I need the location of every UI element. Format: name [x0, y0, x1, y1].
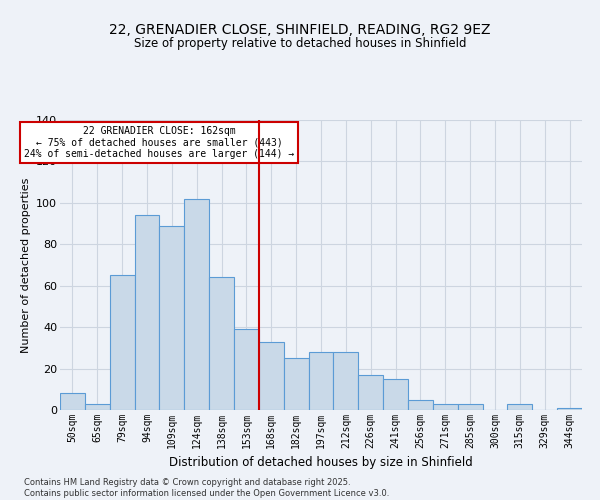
Bar	[110, 276, 134, 410]
Bar	[209, 278, 234, 410]
X-axis label: Distribution of detached houses by size in Shinfield: Distribution of detached houses by size …	[169, 456, 473, 469]
Bar	[134, 216, 160, 410]
Bar	[85, 404, 110, 410]
Y-axis label: Number of detached properties: Number of detached properties	[20, 178, 31, 352]
Text: 22, GRENADIER CLOSE, SHINFIELD, READING, RG2 9EZ: 22, GRENADIER CLOSE, SHINFIELD, READING,…	[109, 22, 491, 36]
Bar	[184, 198, 209, 410]
Bar	[408, 400, 433, 410]
Bar	[160, 226, 184, 410]
Bar	[458, 404, 482, 410]
Bar	[259, 342, 284, 410]
Bar	[60, 394, 85, 410]
Text: 22 GRENADIER CLOSE: 162sqm
← 75% of detached houses are smaller (443)
24% of sem: 22 GRENADIER CLOSE: 162sqm ← 75% of deta…	[25, 126, 295, 160]
Bar	[383, 379, 408, 410]
Bar	[284, 358, 308, 410]
Bar	[433, 404, 458, 410]
Text: Size of property relative to detached houses in Shinfield: Size of property relative to detached ho…	[134, 38, 466, 51]
Bar	[308, 352, 334, 410]
Bar	[557, 408, 582, 410]
Bar	[358, 375, 383, 410]
Bar	[334, 352, 358, 410]
Bar	[508, 404, 532, 410]
Bar	[234, 329, 259, 410]
Text: Contains HM Land Registry data © Crown copyright and database right 2025.
Contai: Contains HM Land Registry data © Crown c…	[24, 478, 389, 498]
